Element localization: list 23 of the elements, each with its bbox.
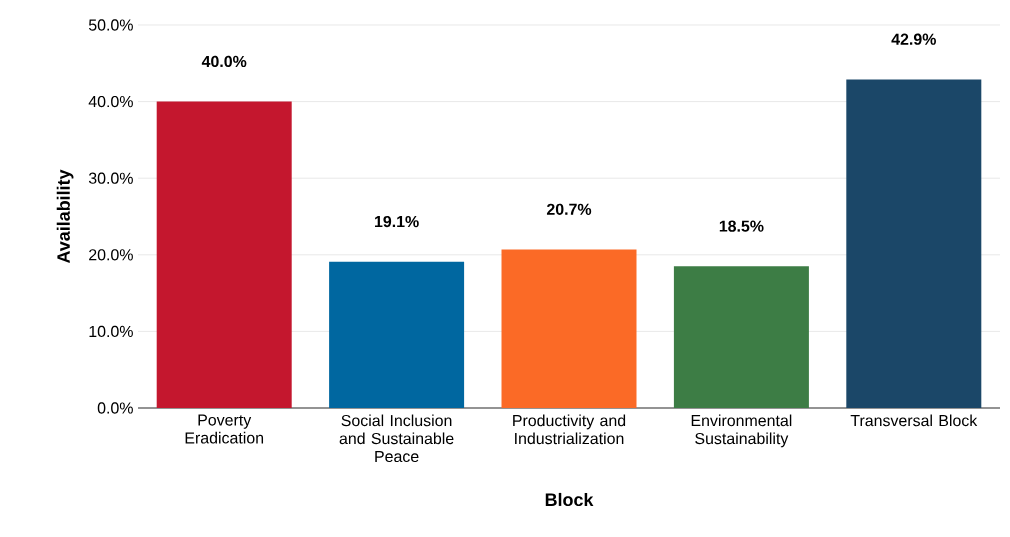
x-tick-label: Transversal Block <box>850 414 978 427</box>
bar <box>501 249 637 408</box>
bar <box>156 101 292 408</box>
x-axis-title: Block <box>545 492 594 507</box>
data-label: 40.0% <box>201 55 247 68</box>
data-label: 19.1% <box>375 215 419 228</box>
bar <box>329 261 465 408</box>
y-tick-label: 0.0% <box>97 402 133 414</box>
x-tick-label: Productivity and Industrialization <box>513 414 626 445</box>
x-tick-label: Poverty Eradication <box>185 414 264 444</box>
x-tick-label: Social Inclusion and Sustainable Peace <box>339 414 454 463</box>
y-tick-label: 40.0% <box>88 95 133 108</box>
x-tick-label: Environmental Sustainability <box>691 414 792 448</box>
y-tick-label: 20.0% <box>89 249 133 261</box>
y-axis-title: Availability <box>56 169 74 264</box>
data-label: 20.7% <box>546 203 592 215</box>
y-tick-label: 30.0% <box>88 172 133 184</box>
data-label: 18.5% <box>719 220 764 232</box>
bar <box>673 266 809 408</box>
y-tick-label: 50.0% <box>88 19 133 31</box>
bar <box>846 79 982 408</box>
data-label: 42.9% <box>891 33 936 45</box>
y-tick-label: 10.0% <box>89 325 133 338</box>
